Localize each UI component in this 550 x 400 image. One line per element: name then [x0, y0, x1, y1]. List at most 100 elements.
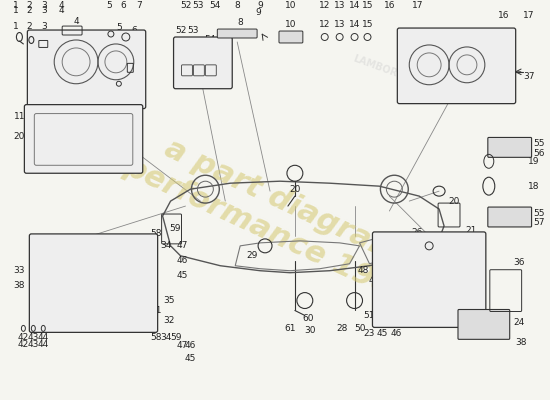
Text: 5: 5	[106, 1, 112, 10]
Text: 43: 43	[28, 340, 39, 349]
Text: 51: 51	[364, 311, 375, 320]
Text: 10: 10	[285, 1, 296, 10]
Text: 4: 4	[73, 16, 79, 26]
Text: 59: 59	[170, 333, 182, 342]
Text: 8: 8	[234, 1, 240, 10]
Text: 57: 57	[533, 218, 544, 228]
Text: 8: 8	[237, 18, 243, 26]
Text: 37: 37	[523, 72, 535, 81]
FancyBboxPatch shape	[488, 207, 532, 227]
Text: 3: 3	[41, 22, 47, 30]
Text: 17: 17	[523, 11, 535, 20]
Text: 52: 52	[180, 1, 191, 10]
FancyBboxPatch shape	[372, 232, 486, 327]
Text: 2: 2	[26, 22, 32, 30]
Text: 24: 24	[513, 318, 524, 327]
Text: 15: 15	[362, 20, 373, 28]
Text: 60: 60	[302, 314, 314, 323]
FancyBboxPatch shape	[24, 105, 143, 173]
Text: 3: 3	[41, 1, 47, 10]
Text: 20: 20	[448, 196, 460, 206]
Text: 1: 1	[13, 1, 18, 10]
Text: 9: 9	[257, 1, 263, 10]
Text: 7: 7	[136, 1, 142, 10]
Text: 39: 39	[130, 82, 141, 91]
Text: 45: 45	[177, 271, 188, 280]
Text: 55: 55	[533, 208, 544, 218]
Text: 32: 32	[163, 316, 174, 325]
Text: 49: 49	[368, 276, 380, 285]
Text: 23: 23	[364, 329, 375, 338]
Text: 16: 16	[383, 1, 395, 10]
Text: 22: 22	[486, 329, 497, 338]
Text: 14: 14	[349, 20, 360, 28]
Text: 5: 5	[116, 22, 122, 32]
Text: 26: 26	[411, 228, 423, 238]
Text: 44: 44	[37, 340, 49, 349]
Text: 43: 43	[28, 333, 39, 342]
Text: 19: 19	[528, 157, 540, 166]
Text: 54: 54	[210, 1, 221, 10]
Text: 17: 17	[411, 1, 423, 10]
Text: 15: 15	[362, 1, 373, 10]
Text: 53: 53	[192, 1, 204, 10]
Text: 47: 47	[177, 241, 188, 250]
Text: 53: 53	[188, 26, 199, 34]
Text: 35: 35	[163, 296, 174, 305]
Text: 46: 46	[185, 341, 196, 350]
Text: 58: 58	[150, 333, 161, 342]
Text: 12: 12	[319, 20, 331, 28]
Text: 9: 9	[255, 8, 261, 17]
FancyBboxPatch shape	[458, 310, 510, 339]
Text: 44: 44	[37, 333, 49, 342]
FancyBboxPatch shape	[29, 234, 158, 332]
Text: 5: 5	[116, 75, 122, 84]
Text: 34: 34	[160, 333, 171, 342]
FancyBboxPatch shape	[174, 37, 232, 89]
Text: LAMBORGHINI: LAMBORGHINI	[351, 54, 427, 90]
FancyBboxPatch shape	[397, 28, 516, 104]
Text: 56: 56	[533, 149, 544, 158]
Text: 2: 2	[26, 1, 32, 10]
Text: 11: 11	[14, 112, 25, 121]
Text: 45: 45	[185, 354, 196, 363]
Text: 16: 16	[498, 11, 509, 20]
Text: 13: 13	[334, 20, 345, 28]
Text: 20: 20	[289, 185, 301, 194]
FancyBboxPatch shape	[488, 138, 532, 157]
Text: 54: 54	[205, 36, 216, 44]
Text: 61: 61	[284, 324, 296, 333]
Text: 1: 1	[13, 22, 18, 30]
Text: 20: 20	[14, 132, 25, 141]
Text: 10: 10	[285, 20, 296, 28]
Text: 27: 27	[402, 241, 413, 250]
FancyBboxPatch shape	[279, 31, 303, 43]
Text: 52: 52	[175, 26, 186, 34]
Text: 6: 6	[120, 1, 126, 10]
Text: 33: 33	[14, 266, 25, 275]
Text: 46: 46	[177, 256, 188, 265]
Text: 42: 42	[18, 333, 29, 342]
Text: 59: 59	[169, 224, 180, 234]
Text: 45: 45	[377, 329, 388, 338]
Text: 29: 29	[246, 251, 258, 260]
Text: 21: 21	[465, 226, 477, 236]
FancyBboxPatch shape	[28, 30, 146, 109]
Text: 38: 38	[515, 338, 526, 347]
Text: 30: 30	[304, 326, 316, 335]
Text: 42: 42	[18, 340, 29, 349]
Text: 34: 34	[160, 241, 171, 250]
Text: 13: 13	[334, 1, 345, 10]
Text: 50: 50	[354, 324, 365, 333]
Text: 7: 7	[137, 65, 142, 74]
Text: 31: 31	[150, 306, 161, 315]
FancyBboxPatch shape	[217, 29, 257, 38]
Text: 18: 18	[528, 182, 540, 191]
Text: 6: 6	[131, 26, 136, 34]
Text: 2: 2	[26, 6, 32, 15]
Text: 4: 4	[58, 1, 64, 10]
Text: 36: 36	[513, 258, 524, 267]
Text: 48: 48	[358, 266, 369, 275]
Text: 3: 3	[41, 6, 47, 15]
Text: 4: 4	[58, 6, 64, 15]
